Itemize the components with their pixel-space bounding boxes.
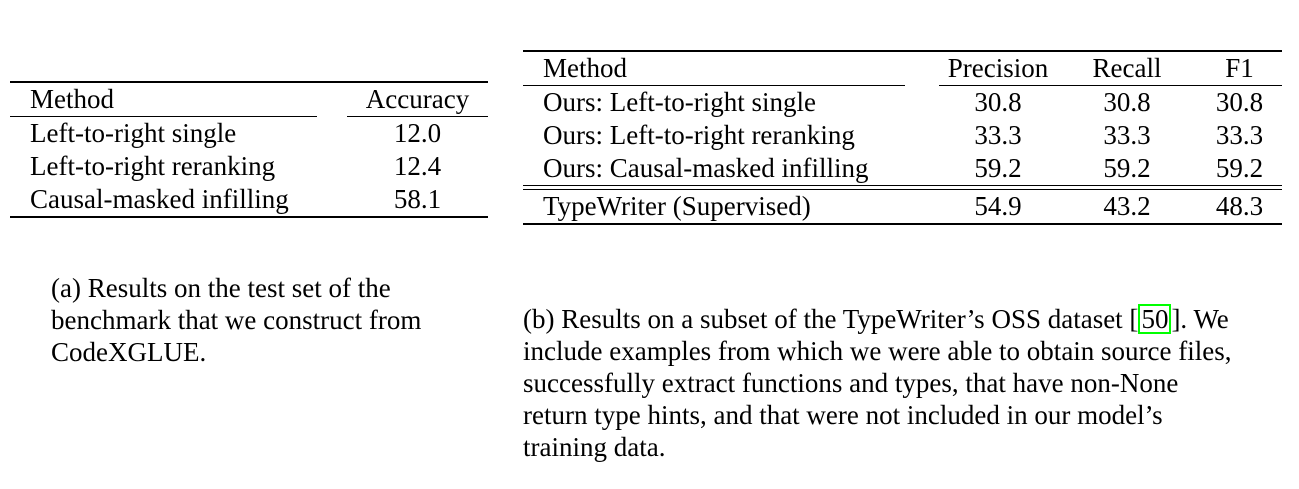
caption-b-text-before: (b) Results on a subset of the TypeWrite… [523,304,1139,334]
table-a-panel: Method Accuracy Left-to-right single 12.… [10,81,488,218]
table-b-baseline-method: TypeWriter (Supervised) [543,191,811,221]
table-b-method-cell: Ours: Causal-masked infilling [543,153,869,183]
table-b-header-method: Method [523,51,905,86]
table-a-header-method: Method [10,82,317,117]
table-row: Ours: Left-to-right reranking 33.3 33.3 … [523,119,1282,152]
table-b-header-f1: F1 [1197,51,1282,86]
table-a-header-row: Method Accuracy [10,82,488,117]
table-b-precision-cell: 33.3 [974,120,1022,150]
table-a-accuracy-cell-best: 58.1 [393,184,442,214]
caption-a: (a) Results on the test set of the bench… [51,273,422,367]
caption-b-text-after: ]. We include examples from which we wer… [523,304,1232,462]
table-b: Method Precision Recall F1 Ours: Left-to… [523,50,1282,225]
table-a: Method Accuracy Left-to-right single 12.… [10,81,488,218]
table-a-method-cell: Causal-masked infilling [30,184,289,214]
table-b-double-rule [523,185,1282,190]
table-b-baseline-f1: 48.3 [1215,191,1264,221]
table-a-method-cell: Left-to-right single [30,118,237,148]
table-a-header-accuracy: Accuracy [347,82,488,117]
table-a-accuracy-cell: 12.0 [393,118,442,148]
table-b-f1-cell: 30.8 [1215,87,1264,117]
table-b-header-row: Method Precision Recall F1 [523,51,1282,86]
table-row: Left-to-right reranking 12.4 [10,150,488,183]
caption-b: (b) Results on a subset of the TypeWrite… [523,303,1249,463]
table-a-method-cell: Left-to-right reranking [30,151,276,181]
table-row: Causal-masked infilling 58.1 [10,183,488,217]
table-b-baseline-recall: 43.2 [1103,191,1151,221]
table-b-f1-cell-best: 59.2 [1215,153,1264,183]
table-b-header-precision: Precision [939,51,1057,86]
table-row: Ours: Left-to-right single 30.8 30.8 30.… [523,86,1282,120]
table-b-precision-cell: 30.8 [974,87,1022,117]
table-b-recall-cell: 33.3 [1103,120,1151,150]
table-b-baseline-precision: 54.9 [974,191,1022,221]
table-b-recall-cell: 30.8 [1103,87,1151,117]
citation-link[interactable]: 50 [1138,304,1172,334]
table-row: Ours: Causal-masked infilling 59.2 59.2 … [523,152,1282,185]
table-b-recall-cell-best: 59.2 [1103,153,1151,183]
table-b-header-recall: Recall [1057,51,1197,86]
table-b-panel: Method Precision Recall F1 Ours: Left-to… [523,50,1282,225]
table-b-precision-cell-best: 59.2 [974,153,1022,183]
table-a-accuracy-cell: 12.4 [393,151,442,181]
table-row: TypeWriter (Supervised) 54.9 43.2 48.3 [523,190,1282,224]
table-row: Left-to-right single 12.0 [10,117,488,151]
table-b-f1-cell: 33.3 [1215,120,1264,150]
table-b-method-cell: Ours: Left-to-right single [543,87,816,117]
table-b-method-cell: Ours: Left-to-right reranking [543,120,855,150]
